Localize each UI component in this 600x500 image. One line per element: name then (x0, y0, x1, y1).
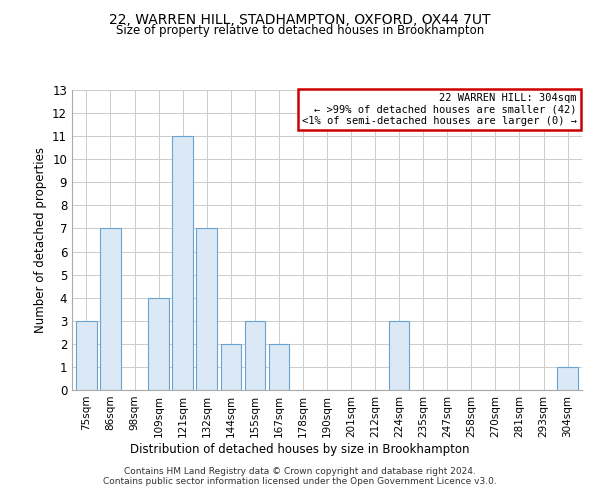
Bar (221, 344, 241, 390)
Y-axis label: Number of detached properties: Number of detached properties (34, 147, 47, 333)
Text: Distribution of detached houses by size in Brookhampton: Distribution of detached houses by size … (130, 442, 470, 456)
Bar (172, 136, 193, 390)
Bar (76, 321, 97, 390)
Bar (269, 344, 289, 390)
Bar (557, 367, 578, 390)
Bar (196, 228, 217, 390)
Text: 22, WARREN HILL, STADHAMPTON, OXFORD, OX44 7UT: 22, WARREN HILL, STADHAMPTON, OXFORD, OX… (109, 12, 491, 26)
Bar (100, 228, 121, 390)
Text: Contains HM Land Registry data © Crown copyright and database right 2024.: Contains HM Land Registry data © Crown c… (124, 468, 476, 476)
Bar (148, 298, 169, 390)
Bar (245, 321, 265, 390)
Bar (389, 321, 409, 390)
Text: Size of property relative to detached houses in Brookhampton: Size of property relative to detached ho… (116, 24, 484, 37)
Text: Contains public sector information licensed under the Open Government Licence v3: Contains public sector information licen… (103, 478, 497, 486)
Text: 22 WARREN HILL: 304sqm
← >99% of detached houses are smaller (42)
<1% of semi-de: 22 WARREN HILL: 304sqm ← >99% of detache… (302, 93, 577, 126)
